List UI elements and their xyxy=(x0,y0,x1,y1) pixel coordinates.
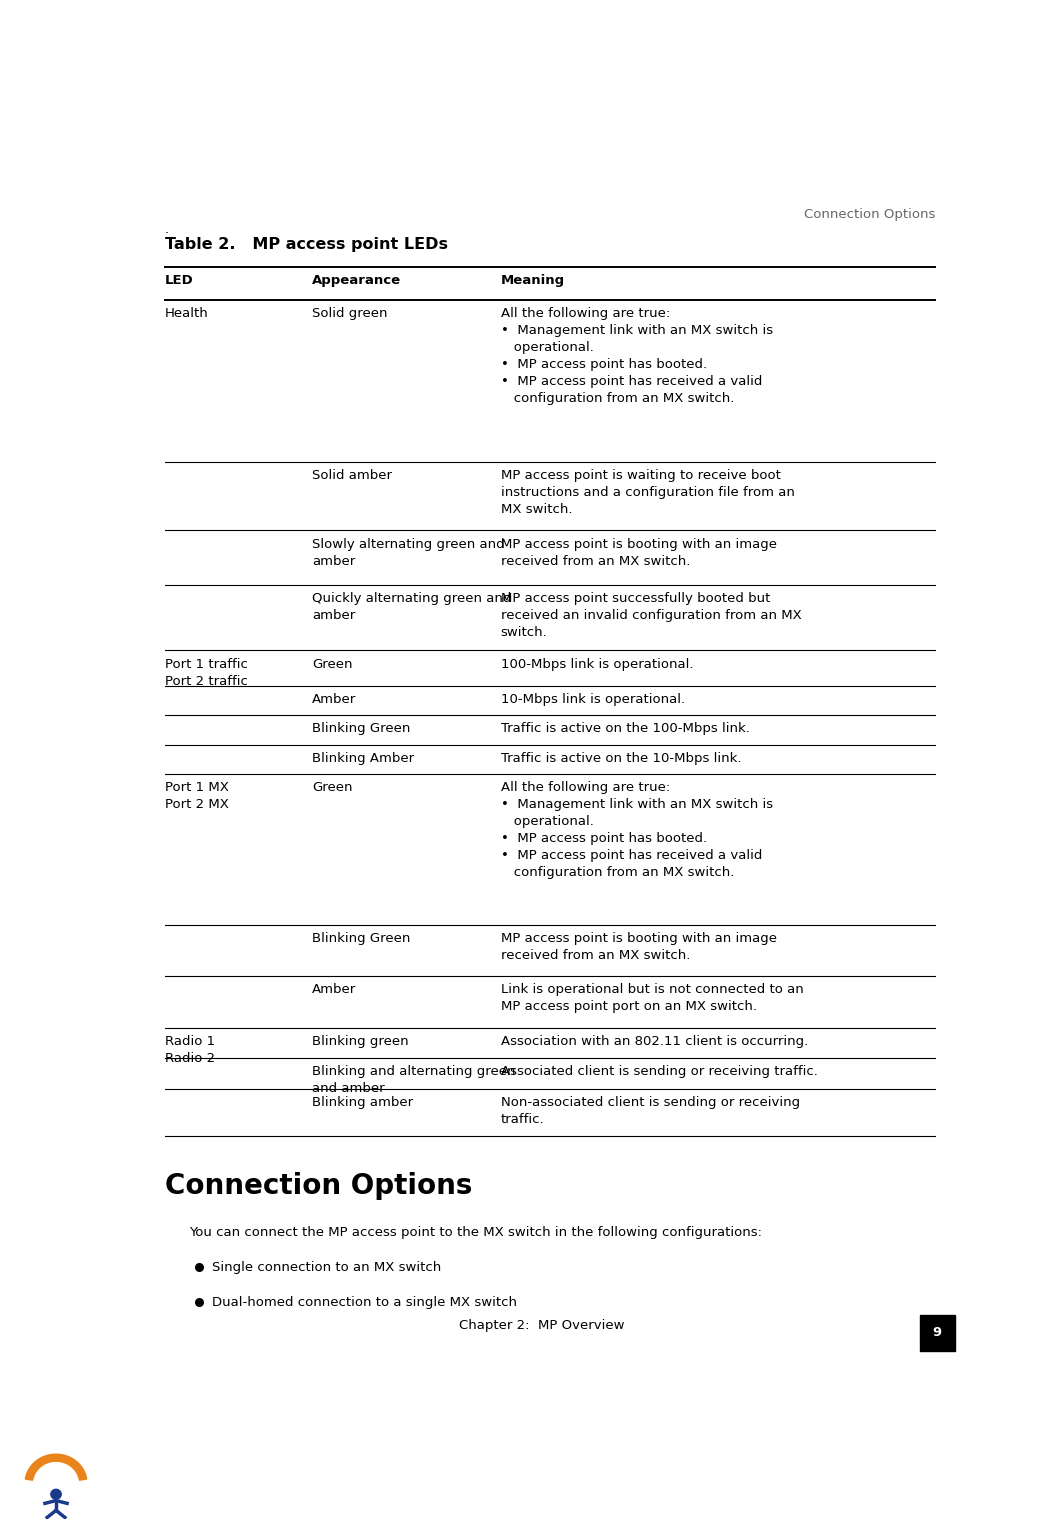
Text: MP access point is waiting to receive boot
instructions and a configuration file: MP access point is waiting to receive bo… xyxy=(501,469,795,516)
Text: LED: LED xyxy=(165,274,193,287)
Text: MP access point successfully booted but
received an invalid configuration from a: MP access point successfully booted but … xyxy=(501,591,801,639)
Text: Chapter 2:  MP Overview: Chapter 2: MP Overview xyxy=(459,1319,625,1332)
Text: Association with an 802.11 client is occurring.: Association with an 802.11 client is occ… xyxy=(501,1034,808,1048)
Text: All the following are true:
•  Management link with an MX switch is
   operation: All the following are true: • Management… xyxy=(501,307,773,405)
Text: 10-Mbps link is operational.: 10-Mbps link is operational. xyxy=(501,692,685,706)
Text: Connection Options: Connection Options xyxy=(165,1172,472,1199)
Text: MP access point is booting with an image
received from an MX switch.: MP access point is booting with an image… xyxy=(501,932,777,961)
Text: Green: Green xyxy=(313,781,353,795)
Text: Blinking amber: Blinking amber xyxy=(313,1097,413,1109)
Polygon shape xyxy=(25,1455,87,1481)
Circle shape xyxy=(51,1490,61,1499)
Text: Non-associated client is sending or receiving
traffic.: Non-associated client is sending or rece… xyxy=(501,1097,800,1126)
Text: Meaning: Meaning xyxy=(501,274,564,287)
Text: Green: Green xyxy=(313,657,353,671)
Text: Appearance: Appearance xyxy=(313,274,402,287)
Text: Table 2.   MP access point LEDs: Table 2. MP access point LEDs xyxy=(165,237,448,252)
Text: Slowly alternating green and
amber: Slowly alternating green and amber xyxy=(313,538,505,567)
Text: Traffic is active on the 100-Mbps link.: Traffic is active on the 100-Mbps link. xyxy=(501,723,749,735)
Text: Link is operational but is not connected to an
MP access point port on an MX swi: Link is operational but is not connected… xyxy=(501,984,803,1013)
Text: .: . xyxy=(165,223,169,237)
Text: Radio 1
Radio 2: Radio 1 Radio 2 xyxy=(165,1034,215,1065)
Text: Connection Options: Connection Options xyxy=(803,208,935,222)
Text: MP access point is booting with an image
received from an MX switch.: MP access point is booting with an image… xyxy=(501,538,777,567)
Text: Port 1 MX
Port 2 MX: Port 1 MX Port 2 MX xyxy=(165,781,228,811)
Text: Solid amber: Solid amber xyxy=(313,469,392,483)
Text: Quickly alternating green and
amber: Quickly alternating green and amber xyxy=(313,591,512,622)
Text: All the following are true:
•  Management link with an MX switch is
   operation: All the following are true: • Management… xyxy=(501,781,773,879)
Text: Amber: Amber xyxy=(313,984,356,996)
Text: Associated client is sending or receiving traffic.: Associated client is sending or receivin… xyxy=(501,1065,818,1077)
Text: Blinking and alternating green
and amber: Blinking and alternating green and amber xyxy=(313,1065,516,1094)
Text: Blinking Green: Blinking Green xyxy=(313,723,411,735)
Text: Dual-homed connection to a single MX switch: Dual-homed connection to a single MX swi… xyxy=(212,1296,518,1309)
Text: Port 1 traffic
Port 2 traffic: Port 1 traffic Port 2 traffic xyxy=(165,657,247,688)
Text: 100-Mbps link is operational.: 100-Mbps link is operational. xyxy=(501,657,693,671)
Text: Single connection to an MX switch: Single connection to an MX switch xyxy=(212,1261,442,1274)
Text: Blinking Amber: Blinking Amber xyxy=(313,752,414,764)
Text: You can connect the MP access point to the MX switch in the following configurat: You can connect the MP access point to t… xyxy=(189,1225,762,1239)
Text: Blinking Green: Blinking Green xyxy=(313,932,411,944)
FancyBboxPatch shape xyxy=(921,1316,954,1351)
Text: Amber: Amber xyxy=(313,692,356,706)
Text: Traffic is active on the 10-Mbps link.: Traffic is active on the 10-Mbps link. xyxy=(501,752,741,764)
Text: Blinking green: Blinking green xyxy=(313,1034,409,1048)
Text: Solid green: Solid green xyxy=(313,307,388,319)
Text: 9: 9 xyxy=(933,1326,942,1340)
Text: Health: Health xyxy=(165,307,208,319)
